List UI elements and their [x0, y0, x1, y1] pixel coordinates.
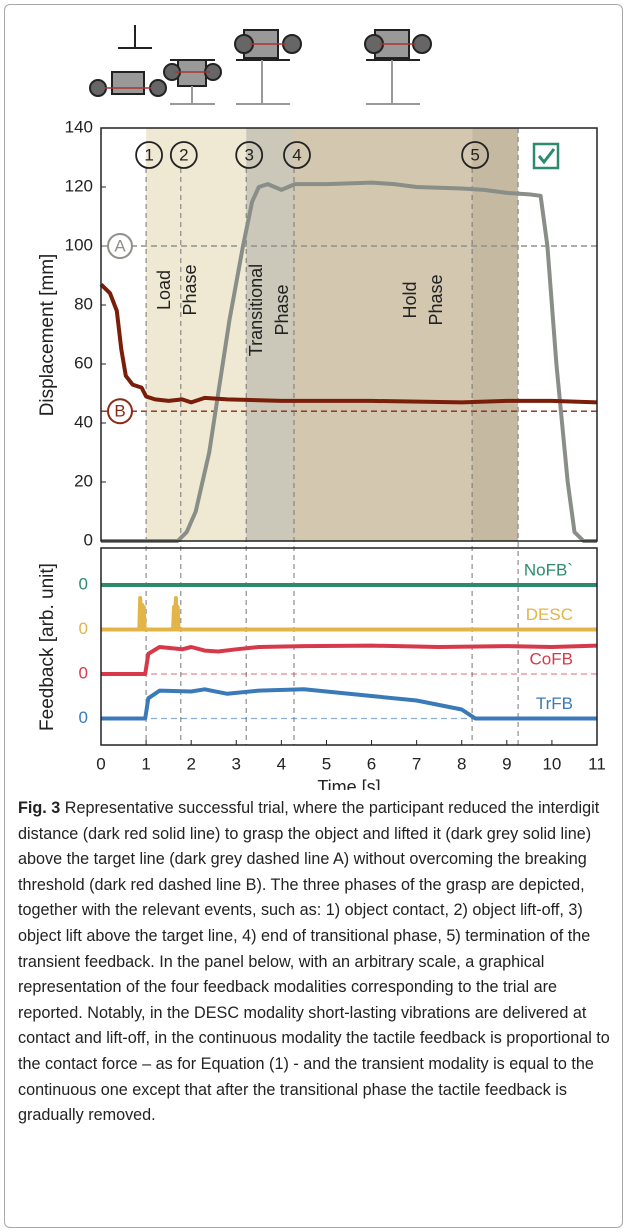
data-line	[101, 643, 598, 676]
y-axis-label: Displacement [mm]	[37, 254, 58, 417]
y-tick-label: 80	[74, 294, 93, 313]
y-tick-label: 140	[65, 117, 93, 136]
phase-label: Transitional	[246, 264, 266, 356]
legend-label: DESC	[526, 605, 573, 624]
x-tick-label: 7	[412, 754, 421, 773]
y-tick-label: 0	[79, 574, 88, 593]
phase-label: Load	[154, 270, 174, 310]
y-tick-label: 0	[79, 619, 88, 638]
x-axis-label: Time [s]	[317, 777, 380, 790]
y-tick-label: 100	[65, 235, 93, 254]
x-tick-label: 8	[457, 754, 466, 773]
x-tick-label: 9	[502, 754, 511, 773]
event-label: 2	[179, 145, 188, 164]
event-badge	[461, 141, 489, 169]
phase-label: Phase	[180, 264, 200, 315]
x-tick-label: 2	[186, 754, 195, 773]
data-line	[101, 180, 597, 543]
event-label: 3	[244, 145, 253, 164]
phase-band	[293, 128, 473, 541]
icons	[89, 25, 432, 105]
x-tick-label: 10	[542, 754, 561, 773]
phase-label: Phase	[272, 284, 292, 335]
legend-label: NoFB`	[524, 560, 573, 579]
legend-label: TrFB	[536, 694, 573, 713]
phase-label: Hold	[400, 281, 420, 318]
threshold-label: B	[114, 402, 125, 421]
x-tick-label: 0	[96, 754, 105, 773]
plot-frame	[100, 127, 598, 542]
caption: Fig. 3 Representative successful trial, …	[18, 796, 612, 1129]
threshold-label: A	[114, 236, 126, 255]
threshold-badge	[107, 398, 133, 425]
event-badge	[135, 141, 163, 169]
y-tick-label: 20	[74, 471, 93, 490]
data-line	[101, 596, 597, 632]
legend-label: CoFB	[530, 649, 573, 668]
x-tick-label: 5	[322, 754, 331, 773]
event-label: 5	[470, 145, 479, 164]
data-line	[99, 282, 598, 405]
data-line	[101, 687, 597, 721]
plot-frame	[100, 547, 598, 746]
event-badge	[283, 141, 311, 169]
phase-label: Phase	[426, 274, 446, 325]
x-tick-label: 4	[277, 754, 286, 773]
check-icon	[532, 142, 560, 170]
chart: Load Phase Transitional Phase Hold Phase02040…	[37, 25, 606, 790]
y-tick-label: 0	[79, 708, 88, 727]
x-tick-label: 1	[141, 754, 150, 773]
caption-text: Representative successful trial, where t…	[18, 799, 610, 1125]
y-axis-label: Feedback [arb. unit]	[37, 563, 58, 731]
phase-band	[472, 128, 519, 541]
y-tick-label: 120	[65, 176, 93, 195]
threshold-badge	[107, 233, 133, 259]
y-tick-label: 0	[84, 530, 93, 549]
x-tick-label: 11	[588, 754, 606, 773]
x-tick-label: 3	[232, 754, 241, 773]
event-label: 1	[144, 145, 153, 164]
y-tick-label: 60	[74, 353, 93, 372]
phase-band	[146, 128, 247, 541]
event-label: 4	[292, 145, 301, 164]
y-tick-label: 0	[79, 663, 88, 682]
figure-frame	[4, 4, 623, 1228]
x-tick-label: 6	[367, 754, 376, 773]
y-tick-label: 40	[74, 412, 93, 431]
event-badge	[235, 141, 264, 169]
event-badge	[169, 141, 198, 169]
caption-label: Fig. 3	[18, 799, 61, 817]
